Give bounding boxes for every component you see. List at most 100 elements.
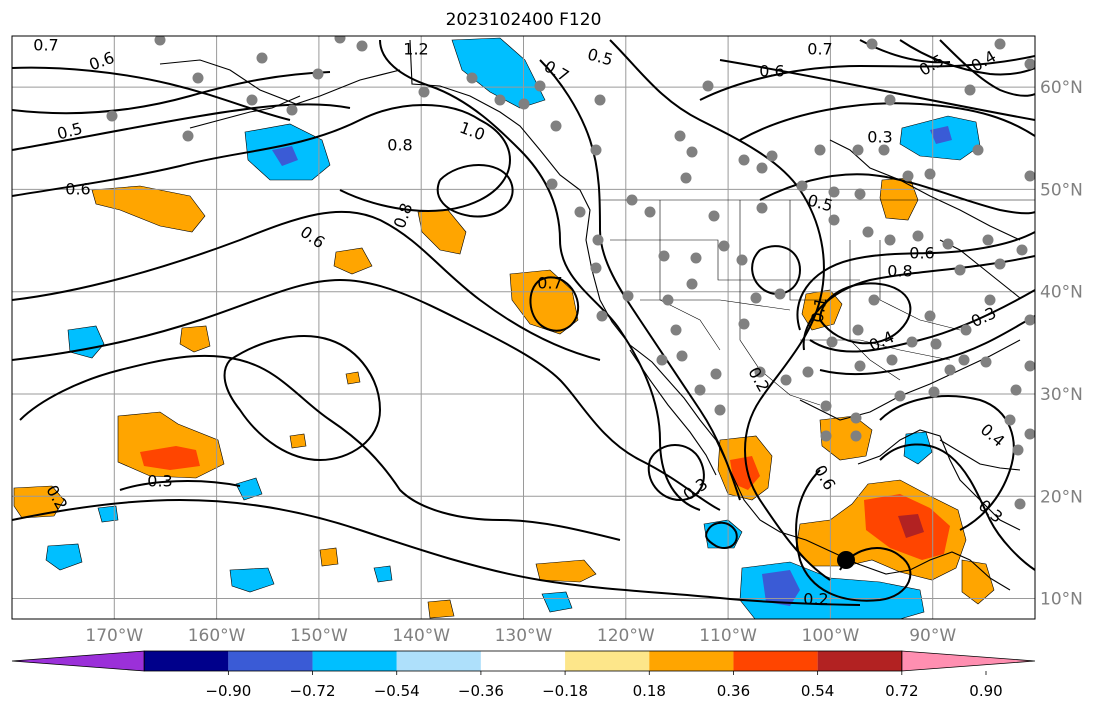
contour-label: 0.3 xyxy=(147,472,172,491)
station-dot xyxy=(756,162,768,174)
station-markers xyxy=(106,36,1035,510)
contour-line xyxy=(436,164,514,218)
coastline xyxy=(629,349,717,476)
station-dot xyxy=(418,86,430,98)
contour-label: 1.2 xyxy=(403,40,428,59)
border xyxy=(879,240,961,331)
station-dot xyxy=(702,80,714,92)
latitude-label: 60°N xyxy=(1040,78,1083,98)
colorbar-segment xyxy=(312,651,397,671)
contour-line xyxy=(379,39,701,511)
station-dot xyxy=(886,354,898,366)
contour-line xyxy=(796,231,1035,331)
station-dot xyxy=(894,390,906,402)
coastline xyxy=(409,39,1011,591)
station-dot xyxy=(662,294,674,306)
contour-line xyxy=(719,59,1035,121)
colorbar-label: 0.18 xyxy=(633,682,666,700)
coastline xyxy=(829,139,1021,241)
positive-patch xyxy=(333,247,373,275)
positive-patch xyxy=(179,325,211,353)
colorbar-label: −0.18 xyxy=(542,682,588,700)
station-dot xyxy=(756,202,768,214)
latitude-label: 40°N xyxy=(1040,283,1083,303)
station-dot xyxy=(820,400,832,412)
station-dot xyxy=(154,36,166,46)
station-dot xyxy=(930,338,942,350)
station-dot xyxy=(852,324,864,336)
negative-patch xyxy=(903,431,933,465)
contour-line xyxy=(759,173,1035,215)
colorbar-frame xyxy=(143,650,903,672)
station-dot xyxy=(718,240,730,252)
station-dot xyxy=(686,278,698,290)
contour-label: 0.8 xyxy=(387,136,412,155)
station-dot xyxy=(708,210,720,222)
contour-label: 0.3 xyxy=(867,128,892,147)
colorbar-label: 0.90 xyxy=(969,682,1002,700)
negative-patch xyxy=(373,565,393,583)
station-dot xyxy=(550,120,562,132)
negative-patch xyxy=(930,126,952,144)
latitude-label: 20°N xyxy=(1040,487,1083,507)
negative-patch xyxy=(541,591,573,613)
longitude-label: 90°W xyxy=(909,626,956,646)
station-dot xyxy=(960,324,972,336)
contour-line xyxy=(12,498,861,606)
station-dot xyxy=(1010,384,1022,396)
station-dot xyxy=(826,336,838,348)
station-dot xyxy=(736,254,748,266)
colorbar-label: −0.36 xyxy=(458,682,504,700)
coastline xyxy=(939,439,1021,471)
longitude-label: 140°W xyxy=(392,626,450,646)
station-dot xyxy=(994,38,1006,50)
negative-patch xyxy=(235,477,263,501)
colorbar-label: 0.72 xyxy=(885,682,918,700)
station-dot xyxy=(738,154,750,166)
gridlines xyxy=(12,36,1035,619)
contour-label: 0.6 xyxy=(909,244,934,263)
station-dot xyxy=(866,38,878,50)
station-dot xyxy=(868,294,880,306)
station-dot xyxy=(780,374,792,386)
station-dot xyxy=(334,36,346,44)
positive-patch xyxy=(140,446,200,470)
station-dot xyxy=(622,290,634,302)
station-dot xyxy=(1024,170,1035,182)
colorbar: −0.90 −0.72 −0.54 −0.36 −0.18 0.18 0.36 0.54 0.7… xyxy=(11,650,1036,700)
negative-patch xyxy=(45,543,83,571)
contour-line xyxy=(609,39,831,581)
latitude-label: 30°N xyxy=(1040,385,1083,405)
contour-line xyxy=(739,102,1035,141)
plot-frame xyxy=(11,35,1036,620)
station-dot xyxy=(820,430,832,442)
station-dot xyxy=(754,366,766,378)
station-dot xyxy=(694,384,706,396)
station-dot xyxy=(286,104,298,116)
station-dot xyxy=(814,144,826,156)
station-dot xyxy=(1024,428,1035,440)
longitude-label: 160°W xyxy=(188,626,246,646)
station-dot xyxy=(1024,314,1035,326)
contour-line xyxy=(751,245,802,295)
station-dot xyxy=(750,292,762,304)
latitude-label: 10°N xyxy=(1040,590,1083,610)
station-dot xyxy=(852,144,864,156)
longitude-label: 150°W xyxy=(290,626,348,646)
station-dot xyxy=(862,226,874,238)
colorbar-segment xyxy=(228,651,313,671)
station-dot xyxy=(246,94,258,106)
contour-line xyxy=(939,39,1035,97)
colorbar-label: −0.90 xyxy=(205,682,251,700)
station-dot xyxy=(1004,414,1016,426)
border xyxy=(659,200,721,351)
colorbar-segment xyxy=(480,651,566,671)
station-dot xyxy=(596,310,608,322)
colorbar-segment xyxy=(565,651,650,671)
station-dot xyxy=(714,404,726,416)
station-dot xyxy=(924,310,936,322)
contour-line xyxy=(809,289,1035,353)
station-dot xyxy=(356,40,368,52)
contour-line xyxy=(119,480,241,491)
storm-center-marker xyxy=(837,551,855,569)
